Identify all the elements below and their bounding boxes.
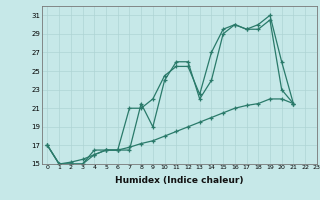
X-axis label: Humidex (Indice chaleur): Humidex (Indice chaleur): [115, 176, 244, 185]
